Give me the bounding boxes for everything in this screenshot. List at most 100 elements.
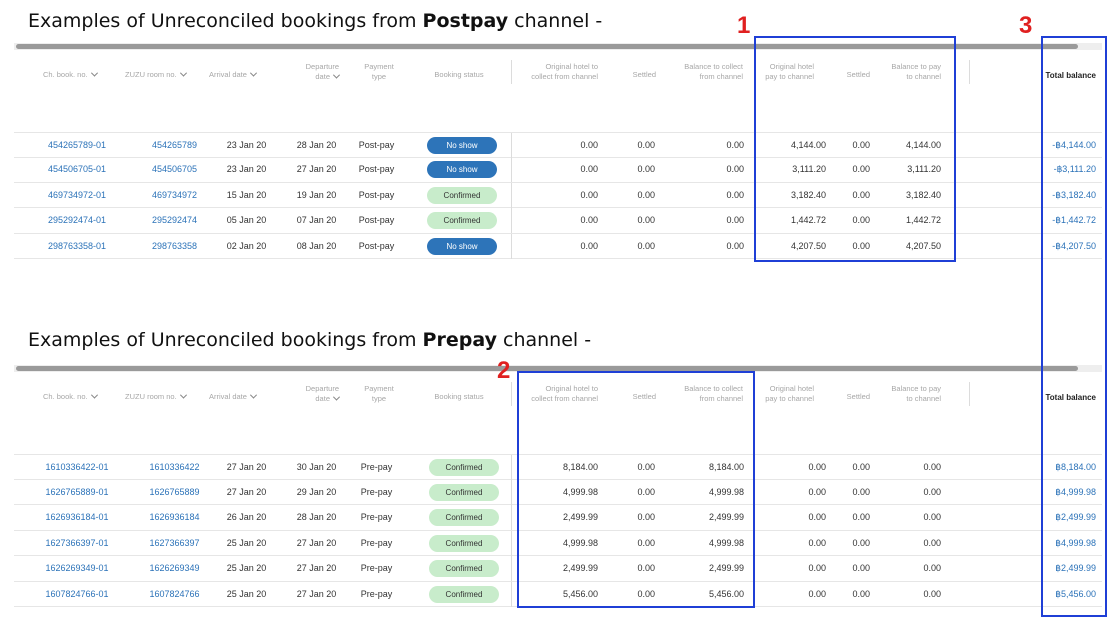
header-label: Balance to pay bbox=[891, 62, 941, 71]
header-label: Original hotel bbox=[769, 384, 814, 393]
header-label: Balance to collect bbox=[684, 62, 743, 71]
arrival-date: 23 Jan 20 bbox=[226, 140, 267, 150]
chevron-down-icon[interactable] bbox=[332, 393, 341, 401]
original-pay-value: 0.00 bbox=[808, 588, 826, 599]
booking-status-badge: No show bbox=[427, 237, 497, 255]
chevron-down-icon[interactable] bbox=[90, 69, 98, 77]
ch-book-no-link[interactable]: 1626269349-01 bbox=[45, 563, 109, 573]
zuzu-room-no-link[interactable]: 298763358 bbox=[151, 240, 198, 251]
zuzu-room-no-link[interactable]: 469734972 bbox=[151, 189, 198, 200]
ch-book-no-link[interactable]: 1610336422-01 bbox=[45, 462, 109, 472]
booking-status-badge: Confirmed bbox=[429, 509, 499, 526]
header-zuzu-room-no[interactable]: ZUZU room no. bbox=[125, 391, 205, 402]
ch-book-no-link[interactable]: 1607824766-01 bbox=[45, 588, 109, 599]
header-departure-date[interactable]: Departure date bbox=[269, 62, 341, 81]
original-pay-value: 0.00 bbox=[808, 537, 826, 548]
header-original-pay: Original hotel pay to channel bbox=[749, 384, 814, 403]
chevron-down-icon[interactable] bbox=[332, 71, 341, 79]
chevron-down-icon[interactable] bbox=[179, 391, 187, 399]
column-divider bbox=[511, 182, 512, 208]
booking-status-badge: Confirmed bbox=[427, 212, 497, 230]
postpay-title-suffix: channel - bbox=[508, 10, 603, 32]
table-row: 1626765889-01 1626765889 27 Jan 20 29 Jan 2… bbox=[14, 479, 1102, 505]
zuzu-room-no-link[interactable]: 1626765889 bbox=[149, 486, 200, 497]
chevron-down-icon[interactable] bbox=[90, 391, 98, 399]
scrollbar-thumb[interactable] bbox=[16, 366, 1078, 371]
header-arrival-date[interactable]: Arrival date bbox=[209, 69, 279, 80]
original-pay-value: 4,144.00 bbox=[790, 140, 826, 150]
zuzu-room-no-link[interactable]: 295292474 bbox=[151, 215, 198, 226]
header-label: Original hotel bbox=[769, 62, 814, 71]
ch-book-no-link[interactable]: 469734972-01 bbox=[47, 189, 107, 200]
header-label: date bbox=[315, 71, 330, 81]
horizontal-scrollbar[interactable] bbox=[14, 43, 1102, 50]
zuzu-room-no-link[interactable]: 1607824766 bbox=[149, 588, 200, 599]
settled-collect-value: 0.00 bbox=[637, 164, 655, 175]
header-label: Payment bbox=[364, 384, 394, 393]
ch-book-no-link[interactable]: 1627366397-01 bbox=[45, 537, 109, 548]
payment-type: Pre-pay bbox=[360, 563, 393, 573]
arrival-date: 15 Jan 20 bbox=[226, 189, 267, 200]
header-zuzu-room-no[interactable]: ZUZU room no. bbox=[125, 69, 205, 80]
settled-collect-value: 0.00 bbox=[637, 486, 655, 497]
original-collect-value: 0.00 bbox=[580, 215, 598, 226]
total-balance-value: ฿2,499.99 bbox=[1055, 563, 1096, 573]
settled-collect-value: 0.00 bbox=[637, 588, 655, 599]
header-ch-book-no[interactable]: Ch. book. no. bbox=[43, 69, 123, 80]
header-label: type bbox=[371, 393, 387, 403]
payment-type: Pre-pay bbox=[360, 462, 393, 472]
header-arrival-date[interactable]: Arrival date bbox=[209, 391, 279, 402]
annotation-number-3: 3 bbox=[1019, 12, 1033, 39]
ch-book-no-link[interactable]: 454506705-01 bbox=[47, 164, 107, 175]
chevron-down-icon[interactable] bbox=[249, 69, 257, 77]
header-label: Settled bbox=[846, 70, 870, 79]
zuzu-room-no-link[interactable]: 454506705 bbox=[151, 164, 198, 175]
zuzu-room-no-link[interactable]: 454265789 bbox=[151, 140, 198, 150]
prepay-section-title: Examples of Unreconciled bookings from P… bbox=[28, 329, 591, 351]
original-collect-value: 8,184.00 bbox=[562, 462, 598, 472]
balance-collect-value: 0.00 bbox=[726, 189, 744, 200]
settled-pay-value: 0.00 bbox=[852, 462, 870, 472]
table-row: 454265789-01 454265789 23 Jan 20 28 Jan 20 P… bbox=[14, 132, 1102, 158]
payment-type: Pre-pay bbox=[360, 588, 393, 599]
settled-pay-value: 0.00 bbox=[852, 537, 870, 548]
zuzu-room-no-link[interactable]: 1627366397 bbox=[149, 537, 200, 548]
horizontal-scrollbar[interactable] bbox=[14, 365, 1102, 372]
header-departure-date[interactable]: Departure date bbox=[269, 384, 341, 403]
balance-pay-value: 0.00 bbox=[923, 563, 941, 573]
header-total-balance: Total balance bbox=[1034, 71, 1096, 81]
header-label: Arrival date bbox=[209, 70, 247, 79]
chevron-down-icon[interactable] bbox=[249, 391, 257, 399]
column-divider bbox=[511, 530, 512, 556]
payment-type: Post-pay bbox=[358, 189, 395, 200]
zuzu-room-no-link[interactable]: 1626936184 bbox=[149, 512, 200, 522]
original-collect-value: 0.00 bbox=[580, 164, 598, 175]
header-balance-collect: Balance to collect from channel bbox=[654, 384, 743, 403]
settled-pay-value: 0.00 bbox=[852, 240, 870, 251]
ch-book-no-link[interactable]: 454265789-01 bbox=[47, 140, 107, 150]
payment-type: Post-pay bbox=[358, 140, 395, 150]
zuzu-room-no-link[interactable]: 1626269349 bbox=[149, 563, 200, 573]
chevron-down-icon[interactable] bbox=[179, 69, 187, 77]
zuzu-room-no-link[interactable]: 1610336422 bbox=[149, 462, 200, 472]
balance-collect-value: 0.00 bbox=[726, 215, 744, 226]
header-original-pay: Original hotel pay to channel bbox=[749, 62, 814, 81]
scrollbar-thumb[interactable] bbox=[16, 44, 1078, 49]
header-payment-type: Payment type bbox=[349, 62, 409, 81]
header-label: to channel bbox=[906, 71, 941, 81]
header-ch-book-no[interactable]: Ch. book. no. bbox=[43, 391, 123, 402]
ch-book-no-link[interactable]: 298763358-01 bbox=[47, 240, 107, 251]
departure-date: 27 Jan 20 bbox=[296, 164, 337, 175]
column-divider bbox=[511, 479, 512, 505]
ch-book-no-link[interactable]: 1626765889-01 bbox=[45, 486, 109, 497]
ch-book-no-link[interactable]: 295292474-01 bbox=[47, 215, 107, 226]
original-pay-value: 3,111.20 bbox=[792, 164, 826, 175]
settled-collect-value: 0.00 bbox=[637, 140, 655, 150]
column-divider bbox=[511, 556, 512, 581]
header-label: to channel bbox=[906, 393, 941, 403]
original-collect-value: 2,499.99 bbox=[562, 563, 598, 573]
ch-book-no-link[interactable]: 1626936184-01 bbox=[45, 512, 109, 522]
header-label: from channel bbox=[699, 393, 743, 403]
header-divider bbox=[511, 60, 512, 84]
balance-collect-value: 4,999.98 bbox=[708, 537, 744, 548]
